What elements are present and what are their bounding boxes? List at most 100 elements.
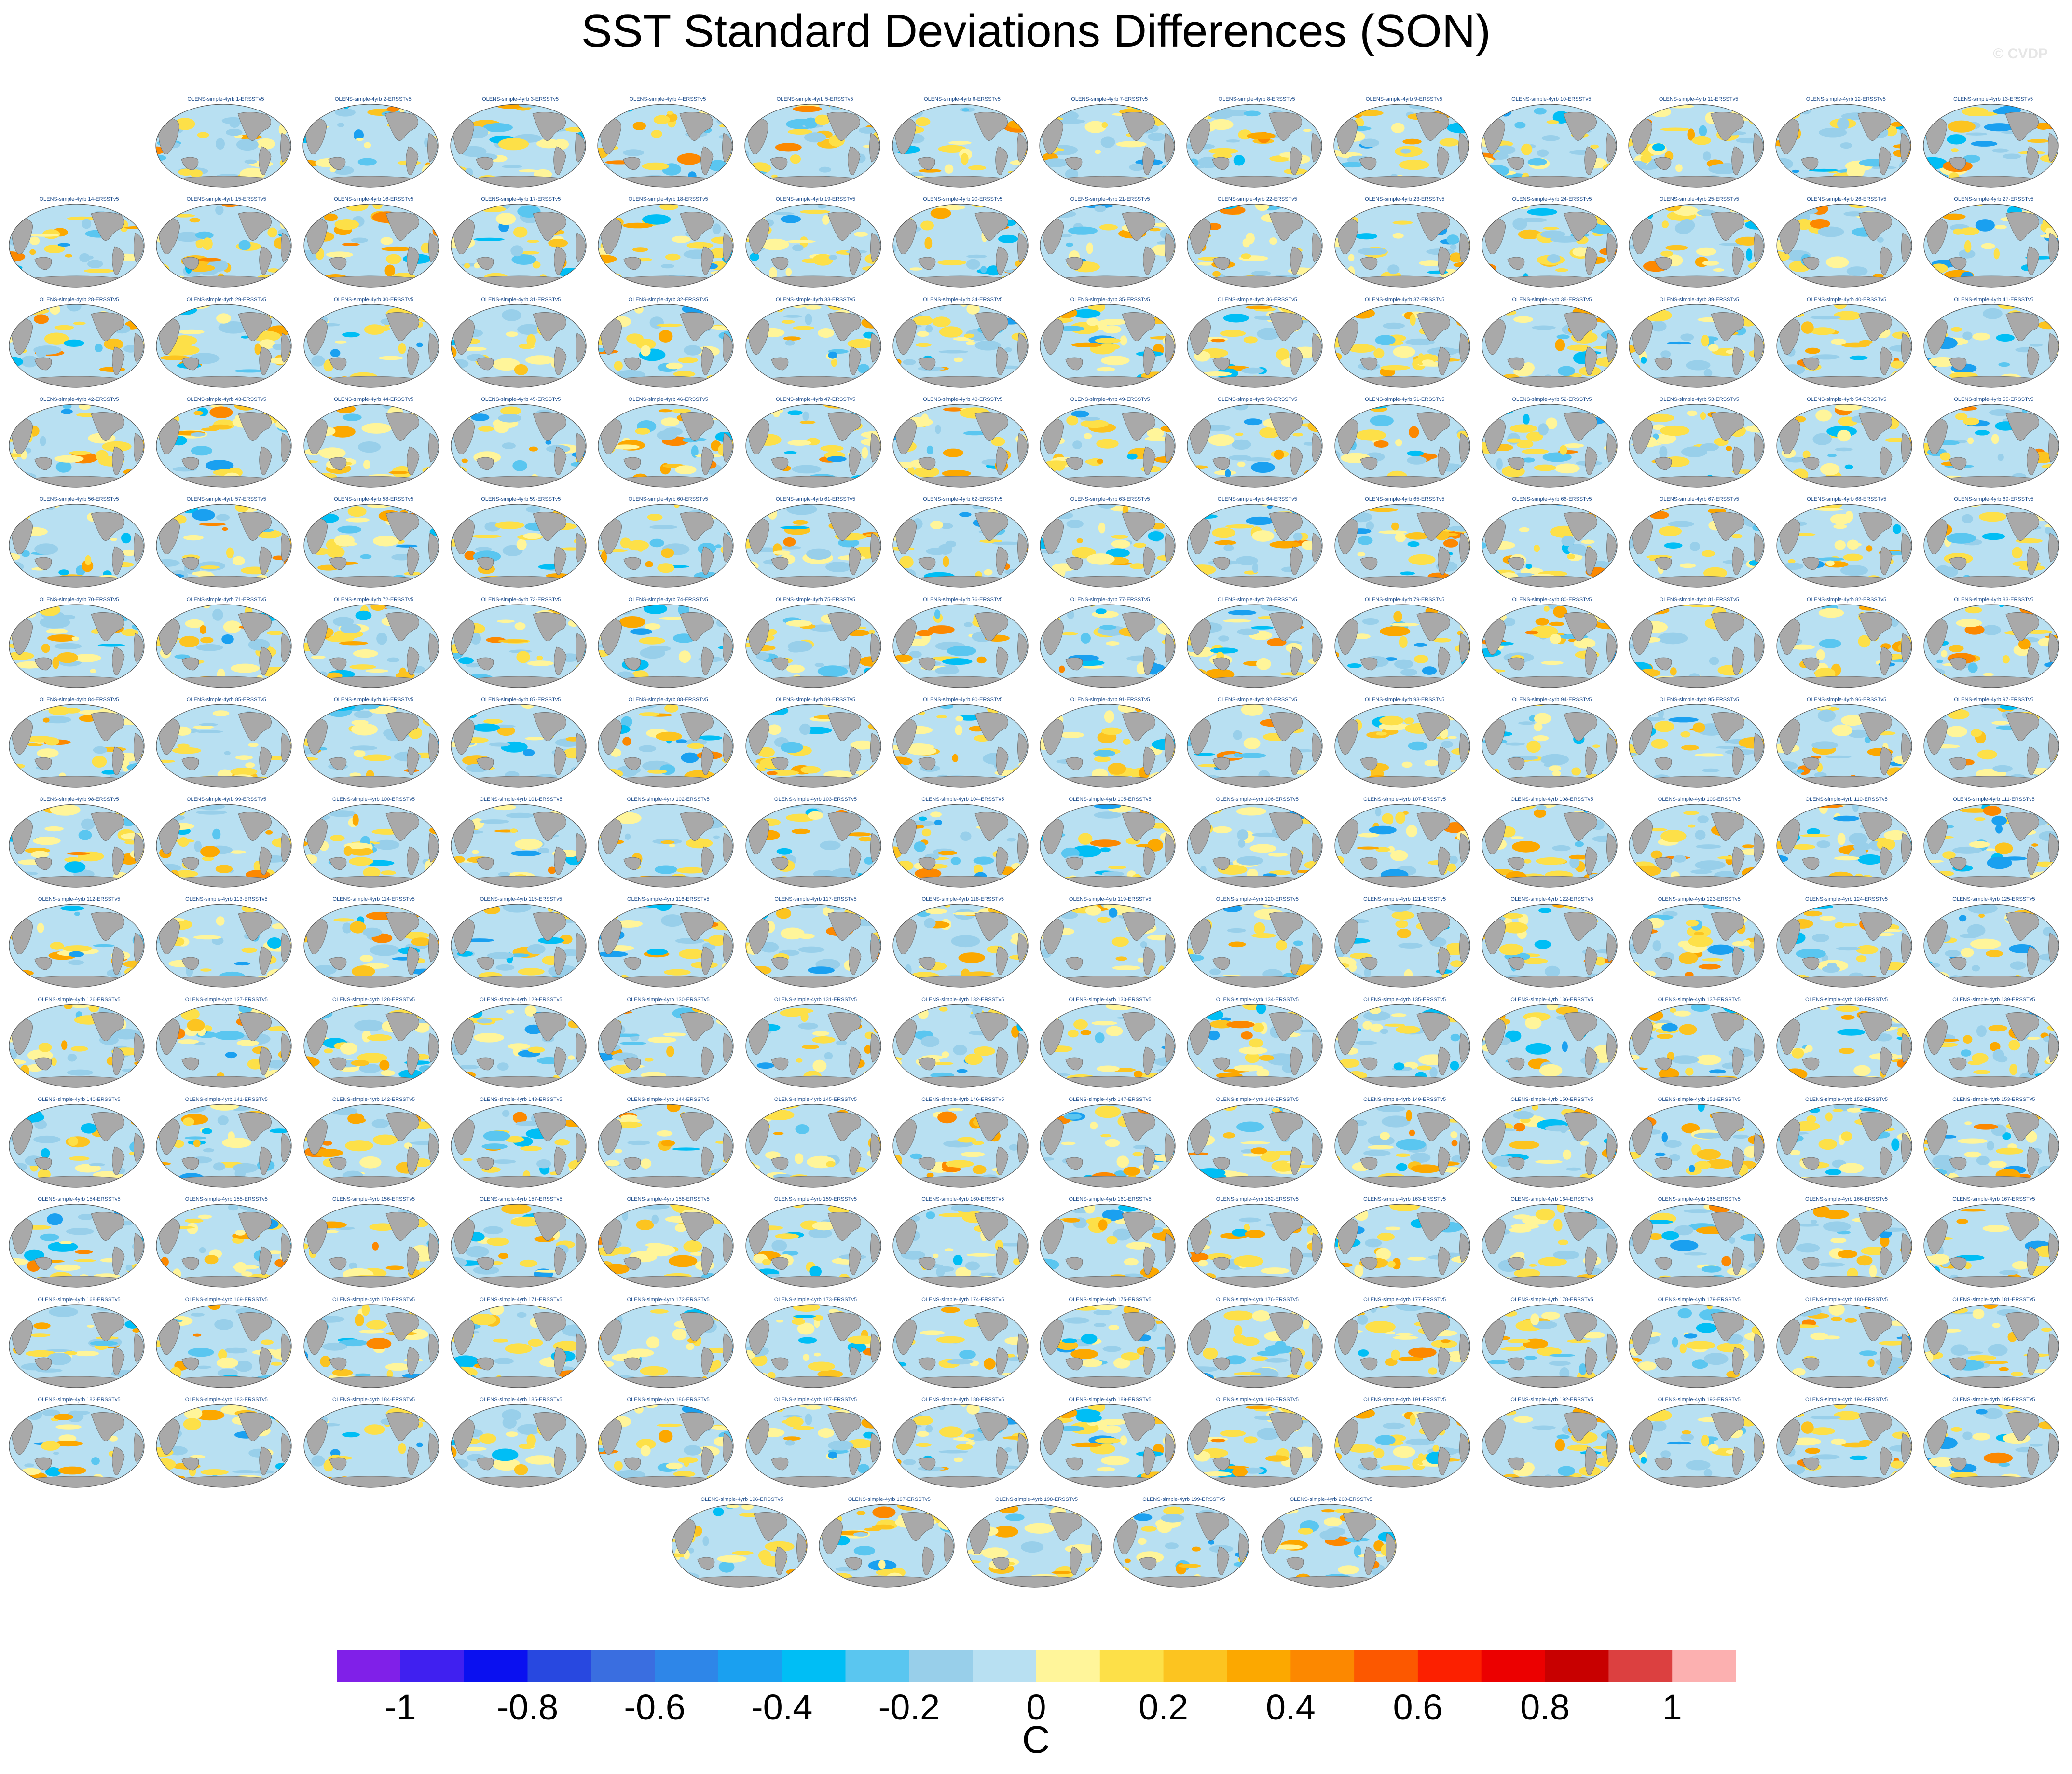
map-panel-title: OLENS-simple-4yrb 83-ERSSTv5 xyxy=(1954,596,2034,603)
map-panel: OLENS-simple-4yrb 117-ERSSTv5 xyxy=(743,896,888,993)
sst-map xyxy=(9,504,145,588)
sst-map xyxy=(156,604,292,688)
sst-map xyxy=(9,1204,145,1288)
map-panel: OLENS-simple-4yrb 149-ERSSTv5 xyxy=(1332,1097,1477,1193)
map-panel: OLENS-simple-4yrb 155-ERSSTv5 xyxy=(154,1196,299,1293)
sst-map xyxy=(451,303,587,388)
map-panel-title: OLENS-simple-4yrb 163-ERSSTv5 xyxy=(1363,1196,1446,1203)
map-panel-title: OLENS-simple-4yrb 43-ERSSTv5 xyxy=(186,396,266,402)
map-panel: OLENS-simple-4yrb 83-ERSSTv5 xyxy=(1921,597,2066,693)
sst-map xyxy=(1482,204,1618,288)
sst-map xyxy=(1629,904,1765,988)
sst-map xyxy=(1776,1404,1912,1488)
map-panel-title: OLENS-simple-4yrb 46-ERSSTv5 xyxy=(628,396,708,402)
map-panel: OLENS-simple-4yrb 192-ERSSTv5 xyxy=(1480,1397,1624,1493)
map-panel: OLENS-simple-4yrb 34-ERSSTv5 xyxy=(891,297,1035,393)
map-panel: OLENS-simple-4yrb 93-ERSSTv5 xyxy=(1332,697,1477,793)
sst-map xyxy=(1334,804,1470,888)
map-panel: OLENS-simple-4yrb 12-ERSSTv5 xyxy=(1773,96,1918,193)
map-panel-title: OLENS-simple-4yrb 186-ERSSTv5 xyxy=(627,1396,710,1403)
sst-map xyxy=(451,604,587,688)
map-panel-title: OLENS-simple-4yrb 79-ERSSTv5 xyxy=(1365,596,1445,603)
map-panel-title: OLENS-simple-4yrb 145-ERSSTv5 xyxy=(774,1097,857,1102)
sst-map xyxy=(597,104,733,188)
map-panel-title: OLENS-simple-4yrb 37-ERSSTv5 xyxy=(1365,296,1445,303)
map-panel: OLENS-simple-4yrb 39-ERSSTv5 xyxy=(1627,297,1771,393)
sst-map xyxy=(1922,104,2059,188)
map-panel: OLENS-simple-4yrb 136-ERSSTv5 xyxy=(1480,997,1624,1093)
sst-map xyxy=(1113,1504,1249,1588)
map-panel-title: OLENS-simple-4yrb 36-ERSSTv5 xyxy=(1217,296,1297,303)
sst-map xyxy=(1186,104,1322,188)
map-panel: OLENS-simple-4yrb 45-ERSSTv5 xyxy=(449,397,593,493)
map-panel: OLENS-simple-4yrb 156-ERSSTv5 xyxy=(302,1196,446,1293)
map-panel: OLENS-simple-4yrb 55-ERSSTv5 xyxy=(1921,397,2066,493)
map-panel-title: OLENS-simple-4yrb 158-ERSSTv5 xyxy=(627,1196,710,1203)
map-panel: OLENS-simple-4yrb 199-ERSSTv5 xyxy=(1111,1497,1256,1593)
sst-map xyxy=(745,704,881,788)
map-panel: OLENS-simple-4yrb 70-ERSSTv5 xyxy=(7,597,151,693)
map-panel-title: OLENS-simple-4yrb 112-ERSSTv5 xyxy=(38,896,121,903)
map-panel-title: OLENS-simple-4yrb 6-ERSSTv5 xyxy=(924,96,1001,102)
map-panel: OLENS-simple-4yrb 89-ERSSTv5 xyxy=(743,697,888,793)
map-panel-title: OLENS-simple-4yrb 130-ERSSTv5 xyxy=(627,996,710,1003)
map-panel: OLENS-simple-4yrb 100-ERSSTv5 xyxy=(302,797,446,893)
map-panel-title: OLENS-simple-4yrb 197-ERSSTv5 xyxy=(848,1497,931,1503)
map-panel-title: OLENS-simple-4yrb 128-ERSSTv5 xyxy=(332,996,415,1003)
sst-map xyxy=(745,1004,881,1088)
map-panel-title: OLENS-simple-4yrb 106-ERSSTv5 xyxy=(1216,797,1299,803)
sst-map xyxy=(598,1004,734,1088)
sst-map xyxy=(1040,904,1176,988)
sst-map xyxy=(156,1304,292,1388)
sst-map xyxy=(745,904,881,988)
map-panel: OLENS-simple-4yrb 46-ERSSTv5 xyxy=(596,397,741,493)
map-panel: OLENS-simple-4yrb 121-ERSSTv5 xyxy=(1332,896,1477,993)
sst-map xyxy=(1482,404,1618,488)
map-panel: OLENS-simple-4yrb 180-ERSSTv5 xyxy=(1774,1297,1919,1393)
map-panel-title: OLENS-simple-4yrb 153-ERSSTv5 xyxy=(1952,1097,2035,1102)
sst-map xyxy=(1334,303,1470,388)
map-panel-title: OLENS-simple-4yrb 195-ERSSTv5 xyxy=(1952,1396,2035,1403)
map-panel-title: OLENS-simple-4yrb 159-ERSSTv5 xyxy=(774,1196,857,1203)
sst-map xyxy=(9,1404,145,1488)
sst-map xyxy=(1629,204,1765,288)
map-panel-title: OLENS-simple-4yrb 3-ERSSTv5 xyxy=(482,96,559,102)
sst-map xyxy=(1776,404,1912,488)
map-panel: OLENS-simple-4yrb 166-ERSSTv5 xyxy=(1774,1196,1919,1293)
map-panel-title: OLENS-simple-4yrb 167-ERSSTv5 xyxy=(1952,1196,2035,1203)
map-panel-title: OLENS-simple-4yrb 115-ERSSTv5 xyxy=(480,896,563,903)
sst-map xyxy=(1923,1404,2059,1488)
sst-map xyxy=(1482,804,1618,888)
map-panel-title: OLENS-simple-4yrb 104-ERSSTv5 xyxy=(921,797,1004,803)
map-panel: OLENS-simple-4yrb 185-ERSSTv5 xyxy=(449,1397,593,1493)
map-panel: OLENS-simple-4yrb 16-ERSSTv5 xyxy=(302,196,446,293)
map-panel: OLENS-simple-4yrb 26-ERSSTv5 xyxy=(1774,196,1919,293)
map-panel-title: OLENS-simple-4yrb 72-ERSSTv5 xyxy=(334,596,414,603)
map-panel-title: OLENS-simple-4yrb 143-ERSSTv5 xyxy=(480,1097,563,1102)
sst-map xyxy=(156,204,292,288)
sst-map xyxy=(598,504,734,588)
map-panel: OLENS-simple-4yrb 62-ERSSTv5 xyxy=(891,496,1035,593)
map-panel: OLENS-simple-4yrb 77-ERSSTv5 xyxy=(1038,597,1182,693)
map-panel-title: OLENS-simple-4yrb 122-ERSSTv5 xyxy=(1510,896,1593,903)
map-panel: OLENS-simple-4yrb 65-ERSSTv5 xyxy=(1332,496,1477,593)
map-panel-title: OLENS-simple-4yrb 23-ERSSTv5 xyxy=(1365,196,1445,203)
map-panel: OLENS-simple-4yrb 173-ERSSTv5 xyxy=(743,1297,888,1393)
map-panel-title: OLENS-simple-4yrb 138-ERSSTv5 xyxy=(1805,996,1888,1003)
map-panel: OLENS-simple-4yrb 131-ERSSTv5 xyxy=(743,997,888,1093)
map-panel-title: OLENS-simple-4yrb 113-ERSSTv5 xyxy=(185,896,268,903)
sst-map xyxy=(156,1104,292,1188)
sst-map xyxy=(1187,1104,1323,1188)
map-panel-title: OLENS-simple-4yrb 101-ERSSTv5 xyxy=(480,797,563,803)
map-panel-title: OLENS-simple-4yrb 117-ERSSTv5 xyxy=(774,896,857,903)
map-panel-title: OLENS-simple-4yrb 82-ERSSTv5 xyxy=(1807,596,1887,603)
sst-map xyxy=(1261,1504,1397,1588)
sst-map xyxy=(745,604,881,688)
map-panel-title: OLENS-simple-4yrb 10-ERSSTv5 xyxy=(1511,96,1592,102)
sst-map xyxy=(1040,604,1176,688)
map-panel: OLENS-simple-4yrb 52-ERSSTv5 xyxy=(1480,397,1624,493)
map-panel: OLENS-simple-4yrb 99-ERSSTv5 xyxy=(154,797,299,893)
map-panel-title: OLENS-simple-4yrb 198-ERSSTv5 xyxy=(995,1497,1078,1503)
map-panel: OLENS-simple-4yrb 11-ERSSTv5 xyxy=(1626,96,1771,193)
